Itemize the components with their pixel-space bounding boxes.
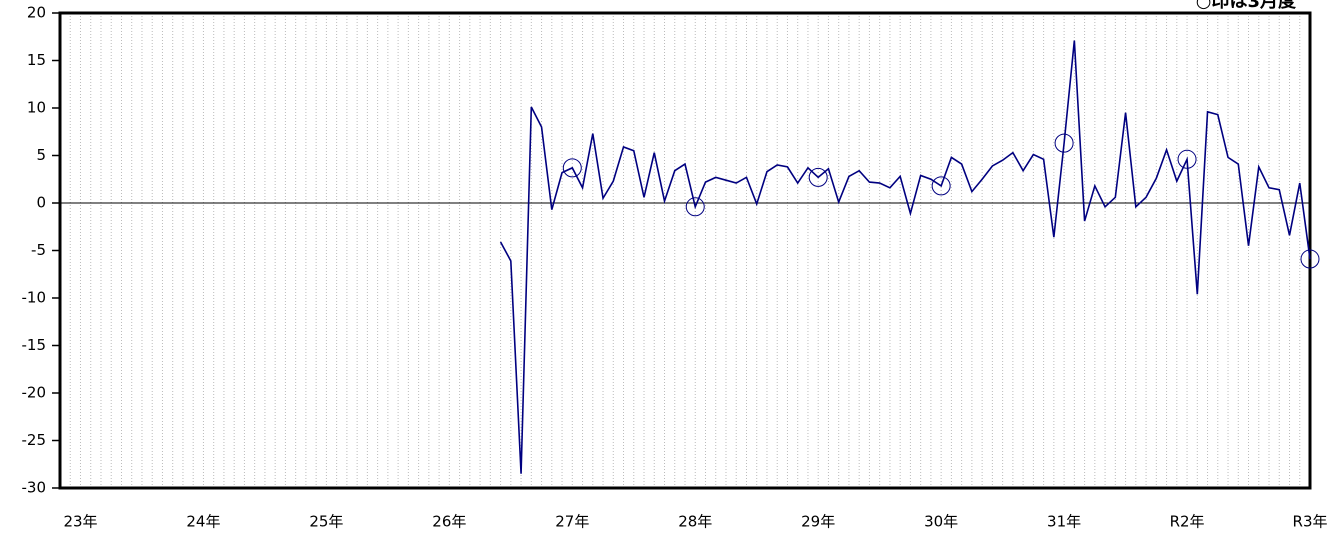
march-marker [1300,249,1320,269]
march-marker [931,176,951,196]
y-tick-label: 5 [36,146,46,164]
annotation: ○印は3月度 [1196,0,1297,12]
x-tick-label: 24年 [186,513,220,531]
y-tick-label: -25 [22,431,47,449]
x-tick-label: 25年 [309,513,343,531]
x-tick-label: 31年 [1047,513,1081,531]
y-tick-label: 20 [27,4,46,22]
march-marker [1054,133,1074,153]
line [499,40,1311,474]
y-tick-label: 0 [36,194,46,212]
march-marker [1177,149,1197,169]
march-marker [562,158,582,178]
y-tick-label: -15 [22,336,47,354]
y-tick-label: -20 [22,384,47,402]
march-marker [808,167,828,187]
x-tick-label: 27年 [555,513,589,531]
x-tick-label: 29年 [801,513,835,531]
x-tick-label: R3年 [1293,513,1328,531]
y-tick-label: 15 [27,51,46,69]
x-tick-label: 23年 [63,513,97,531]
march-marker [685,197,705,217]
y-tick-label: -10 [22,289,47,307]
x-tick-label: R2年 [1170,513,1205,531]
x-tick-label: 28年 [678,513,712,531]
x-tick-label: 30年 [924,513,958,531]
y-tick-label: 10 [27,99,46,117]
y-tick-label: -30 [22,479,47,497]
y-tick-label: -5 [31,241,46,259]
x-tick-label: 26年 [432,513,466,531]
